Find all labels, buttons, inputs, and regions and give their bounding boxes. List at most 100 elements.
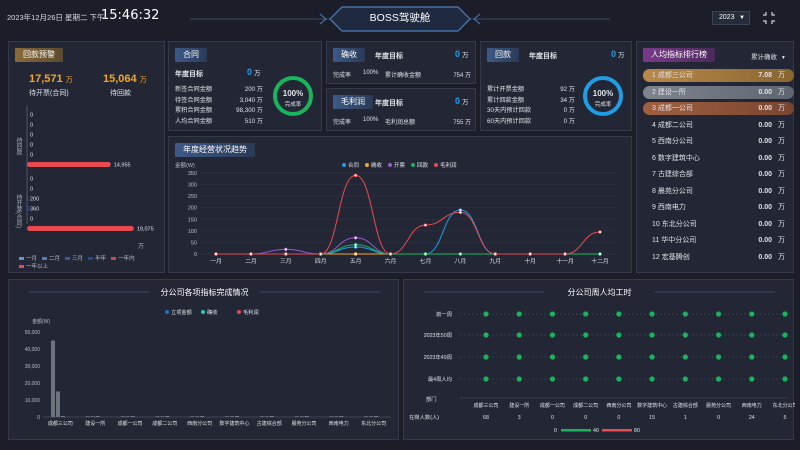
weekly-hours-title: 分公司周人均工时 — [567, 288, 632, 297]
receipt-target: 0 万 — [455, 49, 468, 59]
payment-warning-legend-item[interactable]: 三月 — [65, 254, 83, 262]
gross-profit-panel: 毛利润 年度目标 0 万 完成率 100% 毛利润总额 755 万 — [326, 88, 476, 131]
branch-legend-dot — [165, 310, 169, 314]
trend-xtick: 七月 — [420, 257, 432, 265]
hours-row-label: 2023年49周 — [424, 353, 452, 361]
ranking-item[interactable]: 10 东北分公司 0.00 万 — [643, 218, 794, 231]
ranking-filter[interactable]: 累计确收 ▼ — [751, 51, 786, 61]
hours-dot — [516, 354, 522, 360]
hours-dot — [682, 332, 688, 338]
branch-bar — [364, 416, 369, 417]
trend-legend-label: 开票 — [394, 162, 406, 169]
payment-warning-bar-label: 360 — [30, 207, 39, 213]
hours-dot — [516, 376, 522, 382]
ranking-item-value: 0.00 — [758, 237, 772, 244]
chevron-down-icon: ▼ — [739, 15, 745, 21]
ranking-item[interactable]: 1 成都三公司 7.08 万 — [643, 69, 794, 82]
ranking-item[interactable]: 9 西南电力 0.00 万 — [643, 201, 794, 214]
trend-legend-label: 确收 — [371, 161, 383, 169]
legend-label: 半年 — [95, 256, 107, 262]
payback-row-value: 92 万 — [560, 86, 575, 93]
ranking-item-value: 0.00 — [758, 88, 772, 96]
ranking-item[interactable]: 6 数字建筑中心 0.00 万 — [643, 152, 794, 165]
trend-legend-dot — [411, 163, 415, 167]
trend-ytick: 150 — [188, 217, 197, 223]
ranking-panel: 人均指标排行榜 累计确收 ▼ 1 成都三公司 7.08 万 2 建设一所 0.00 万 3 … — [636, 41, 794, 273]
branch-indicators-chart: 金额(W) 立项金额 确收 毛利润 0 10,000 20,000 30,000 40,000 5… — [25, 308, 391, 427]
payment-warning-bar-label: 0 — [30, 187, 33, 193]
hours-dot — [749, 354, 755, 360]
branch-bar — [130, 416, 135, 417]
ranking-item-unit: 万 — [778, 121, 785, 129]
payment-warning-legend-item[interactable]: 半年 — [88, 254, 106, 262]
hours-headcount: 0 — [551, 415, 554, 421]
ranking-item[interactable]: 4 成都二公司 0.00 万 — [643, 119, 794, 132]
hours-scale-mid: 40 — [593, 428, 599, 434]
ranking-item[interactable]: 5 西南分公司 0.00 万 — [643, 135, 794, 148]
branch-bar — [56, 391, 60, 417]
hours-row-label: 最4周人均 — [428, 375, 452, 383]
hours-dot — [715, 311, 722, 317]
hours-dot — [682, 354, 688, 360]
payment-warning-bar — [27, 162, 111, 167]
branch-ytick: 30,000 — [25, 364, 41, 370]
payment-warning-bar-label: 0 — [30, 153, 33, 159]
branch-bar — [304, 416, 309, 417]
branch-bar — [125, 416, 130, 417]
ranking-item[interactable]: 2 建设一所 0.00 万 — [643, 85, 794, 99]
payment-warning-bar-label: 200 — [30, 197, 39, 203]
branch-ytick: 50,000 — [25, 330, 41, 336]
fullscreen-icon[interactable] — [762, 11, 776, 25]
payment-warning-legend-item[interactable]: 一年内 — [111, 254, 135, 262]
receipt-target-label: 年度目标 — [375, 53, 403, 60]
hours-dot — [649, 354, 655, 360]
hours-dot — [749, 376, 755, 382]
year-select[interactable]: 2023 ▼ — [712, 11, 750, 25]
branch-bar — [225, 416, 229, 417]
receipt-sum-value: 754 万 — [453, 73, 471, 79]
payback-target: 0 万 — [611, 49, 624, 59]
annual-trend-chart: 金额(W) 0 50 100 150 200 250 300 350 一月 二月 三月 四月 五月 六月 七月… — [175, 161, 616, 265]
trend-series-line — [216, 244, 600, 255]
ranking-item-value: 0.00 — [758, 253, 772, 261]
receipt-title: 确收 — [333, 48, 365, 62]
payment-warning-legend-item[interactable]: 一月 — [19, 254, 37, 262]
ranking-item-label: 12 宏基腾创 — [652, 253, 690, 261]
branch-legend-dot — [201, 310, 205, 314]
payment-warning-legend-item[interactable]: 二月 — [42, 254, 60, 262]
hours-scale-min: 0 — [554, 428, 557, 434]
payment-warning-legend-item[interactable]: 一年以上 — [19, 262, 48, 270]
ranking-item[interactable]: 3 成都一公司 0.00 万 — [643, 102, 794, 115]
trend-point — [319, 252, 323, 256]
ranking-item[interactable]: 12 宏基腾创 0.00 万 — [643, 251, 794, 264]
ranking-title: 人均指标排行榜 — [643, 48, 715, 62]
ranking-item[interactable]: 7 古建综合部 0.00 万 — [643, 168, 794, 181]
trend-legend-label: 合同 — [348, 161, 360, 169]
trend-legend-dot — [434, 163, 438, 167]
trend-xtick: 六月 — [385, 257, 397, 265]
receipt-sum-label: 累计确收金额 — [385, 73, 422, 79]
gross-profit-title: 毛利润 — [333, 95, 373, 109]
trend-ytick: 100 — [188, 229, 197, 235]
receipt-panel: 确收 年度目标 0 万 完成率 100% 累计确收金额 754 万 — [326, 41, 476, 84]
branch-xtick: 西南电力 — [329, 420, 349, 427]
ranking-item[interactable]: 8 晨苑分公司 0.00 万 — [643, 185, 794, 198]
header-date: 2023年12月26日 星期二 下午 — [7, 13, 105, 22]
receipt-target-unit: 万 — [461, 52, 469, 59]
branch-bar — [259, 416, 264, 417]
branch-indicators-title-frame — [29, 291, 380, 293]
hours-xtick: 成都二公司 — [573, 402, 598, 409]
payback-row-value: 0 万 — [563, 107, 575, 114]
kpi-pending-invoice-value: 17,571 — [29, 73, 63, 85]
year-select-value: 2023 — [719, 14, 735, 21]
hours-dot — [549, 311, 556, 317]
hours-xtick: 晨苑分公司 — [706, 402, 731, 409]
branch-bar — [90, 416, 95, 417]
payment-warning-bar-label: 19,075 — [137, 227, 154, 233]
contract-row-label: 新签合同金额 — [175, 86, 213, 93]
ranking-item[interactable]: 11 华中分公司 0.00 万 — [643, 234, 794, 247]
gross-profit-target: 0 万 — [455, 96, 468, 106]
hours-headcount: 1 — [684, 415, 687, 421]
branch-legend-label: 毛利润 — [243, 308, 259, 316]
